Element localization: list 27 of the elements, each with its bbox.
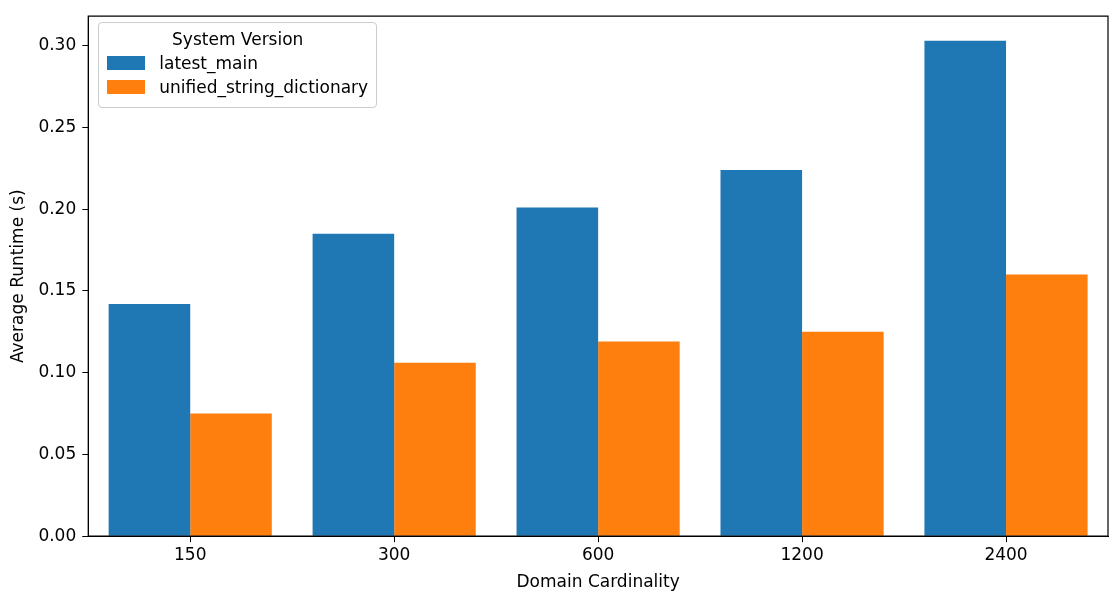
bar [394,362,476,536]
bar [108,304,191,536]
legend-label: unified_string_dictionary [159,77,369,98]
bar [598,341,680,536]
bar [312,233,395,536]
bar [924,40,1007,536]
x-tick-label: 300 [377,543,411,564]
x-tick-label: 600 [581,543,615,564]
legend-label: latest_main [159,53,259,74]
bar [190,413,272,536]
y-tick-label: 0.20 [38,197,77,218]
bar [1006,274,1088,536]
y-tick-label: 0.05 [38,442,77,463]
legend-title: System Version [171,29,305,50]
x-tick-label: 2400 [984,543,1028,564]
x-tick-label: 1200 [780,543,824,564]
x-tick-label: 150 [174,543,207,564]
y-tick-label: 0.10 [38,361,77,382]
y-tick-label: 0.30 [38,34,77,55]
bar [720,169,803,536]
bar [802,331,884,536]
y-tick-label: 0.15 [38,279,77,300]
x-axis-title: Domain Cardinality [516,571,680,592]
y-axis-title: Average Runtime (s) [6,189,27,364]
y-tick-label: 0.00 [38,524,77,545]
bar [516,207,599,536]
y-tick-label: 0.25 [38,115,77,136]
